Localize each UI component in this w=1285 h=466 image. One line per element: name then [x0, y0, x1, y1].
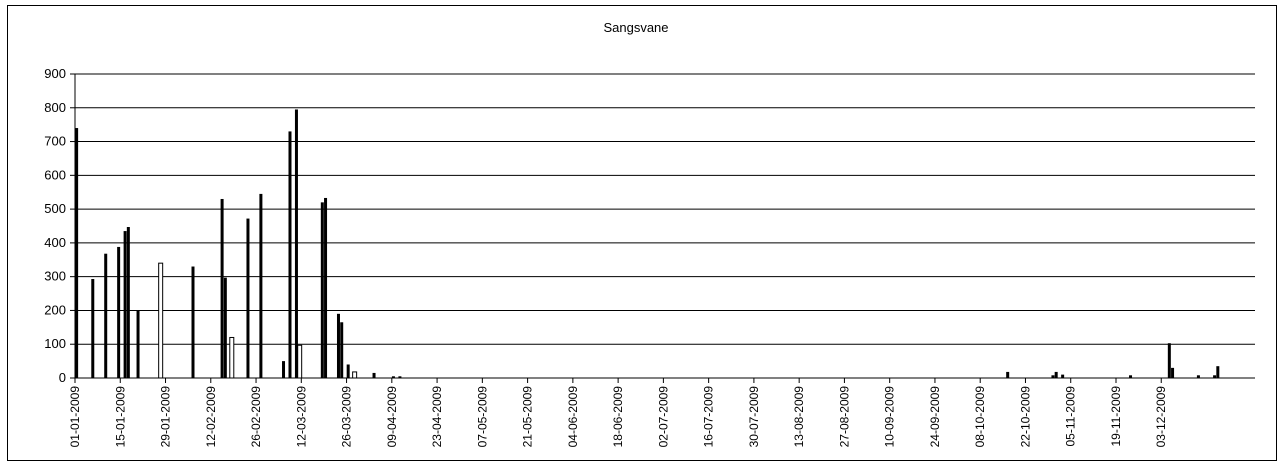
bar: [126, 227, 130, 378]
bar: [1196, 375, 1200, 378]
bar: [220, 198, 224, 378]
bar: [117, 246, 121, 378]
bar: [104, 253, 108, 378]
bar: [391, 376, 395, 378]
x-tick-label: 27-08-2009: [837, 386, 851, 448]
bar: [336, 313, 340, 378]
chart-frame: Sangsvane 0 100 200 300 400 500 600 700 800 900 0…: [7, 5, 1277, 461]
x-tick-label: 01-01-2009: [68, 386, 82, 448]
bar: [223, 277, 227, 378]
bar: [1054, 371, 1058, 378]
x-tick-label: 24-09-2009: [928, 386, 942, 448]
chart-title: Sangsvane: [603, 20, 668, 35]
y-tick-label: 700: [44, 134, 66, 149]
x-tick-label: 04-06-2009: [566, 386, 580, 448]
bar: [294, 109, 298, 378]
chart-svg: Sangsvane 0 100 200 300 400 500 600 700 800 900 0…: [44, 20, 1255, 448]
x-tick-label: 26-02-2009: [249, 386, 263, 448]
bar: [1129, 375, 1133, 378]
bar: [1167, 343, 1171, 378]
y-tick-label: 200: [44, 302, 66, 317]
y-tick-label: 900: [44, 66, 66, 81]
x-tick-label: 13-08-2009: [792, 386, 806, 448]
bar: [288, 131, 292, 378]
gridlines: [75, 73, 1255, 345]
y-tick-label: 600: [44, 167, 66, 182]
bar: [1051, 375, 1055, 378]
bar: [1213, 375, 1217, 378]
bar: [340, 322, 344, 378]
bar: [346, 364, 350, 378]
bars: [75, 109, 1220, 379]
bar: [398, 376, 402, 378]
x-tick-label: 10-09-2009: [883, 386, 897, 448]
bar: [246, 218, 250, 378]
x-tick-label: 21-05-2009: [521, 386, 535, 448]
x-tick-label: 15-01-2009: [113, 386, 127, 448]
y-tick-label: 300: [44, 269, 66, 284]
y-tick-label: 400: [44, 235, 66, 250]
bar: [282, 361, 286, 378]
bar-hollow: [229, 336, 235, 379]
bar: [1061, 374, 1065, 378]
x-tick-label: 12-03-2009: [294, 386, 308, 448]
bar-hollow: [352, 371, 358, 379]
x-tick-label: 18-06-2009: [611, 386, 625, 448]
x-tick-label: 30-07-2009: [747, 386, 761, 448]
bar: [136, 310, 140, 378]
bar: [372, 372, 376, 378]
y-tick-label: 800: [44, 100, 66, 115]
bar: [91, 279, 95, 378]
bar-hollow: [297, 344, 303, 379]
bar: [1216, 366, 1220, 378]
x-tick-label: 23-04-2009: [430, 386, 444, 448]
x-tick-label: 29-01-2009: [159, 386, 173, 448]
x-tick-label: 22-10-2009: [1018, 386, 1032, 448]
x-tick-label: 26-03-2009: [340, 386, 354, 448]
x-tick-label: 19-11-2009: [1109, 386, 1123, 447]
bar: [191, 266, 195, 378]
x-tick-label: 05-11-2009: [1064, 386, 1078, 447]
x-tick-label: 02-07-2009: [656, 386, 670, 448]
bar: [320, 202, 324, 378]
y-tick-label: 0: [59, 370, 66, 385]
x-tick-label: 08-10-2009: [973, 386, 987, 448]
bar: [75, 128, 79, 378]
x-tick-label: 09-04-2009: [385, 386, 399, 448]
y-tick-label: 100: [44, 336, 66, 351]
bar-hollow: [158, 262, 164, 379]
bar: [324, 197, 328, 378]
x-tick-label: 03-12-2009: [1154, 386, 1168, 448]
x-tick-label: 16-07-2009: [702, 386, 716, 448]
x-tick-label: 07-05-2009: [475, 386, 489, 448]
y-tick-label: 500: [44, 201, 66, 216]
bar: [1171, 367, 1175, 378]
bar: [123, 231, 127, 378]
y-axis: 0 100 200 300 400 500 600 700 800 900: [44, 66, 76, 385]
x-tick-label: 12-02-2009: [204, 386, 218, 448]
bar: [259, 193, 263, 378]
bar: [1006, 371, 1010, 378]
x-axis: 01-01-2009 15-01-2009 29-01-2009 12-02-2009…: [68, 377, 1255, 448]
